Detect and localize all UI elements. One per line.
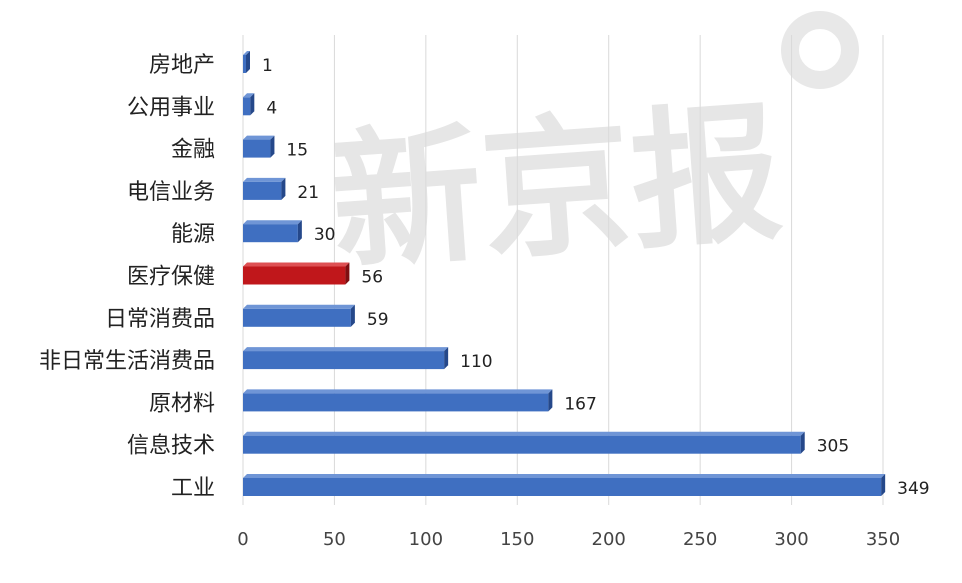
- bar-front-face: [243, 435, 801, 454]
- bar-front-face: [243, 97, 251, 116]
- x-tick-label: 350: [866, 529, 900, 550]
- value-label: 110: [460, 352, 492, 372]
- bar-end-face: [350, 304, 355, 327]
- bar-front-face: [243, 181, 282, 200]
- value-label: 56: [361, 268, 383, 288]
- value-labels: 1 4 15 21 30 56 59 110 167 305 349: [262, 56, 930, 499]
- bar-top-face: [243, 51, 250, 55]
- category-label: 金融: [171, 138, 215, 163]
- bar-end-face: [281, 177, 286, 200]
- bar-front-face: [243, 266, 346, 285]
- bar-end-face: [270, 135, 275, 158]
- category-label: 日常消费品: [105, 307, 215, 332]
- value-label: 1: [262, 56, 273, 76]
- category-labels: 房地产公用事业金融电信业务能源医疗保健日常消费品非日常生活消费品原材料信息技术工…: [39, 53, 215, 501]
- bar-top-face: [243, 431, 805, 436]
- bar-top-face: [243, 262, 350, 267]
- bar-8: [243, 389, 553, 412]
- bar-front-face: [243, 393, 549, 412]
- watermark-logo: 新京报: [326, 11, 859, 292]
- watermark-text: 新京报: [326, 87, 787, 292]
- value-label: 305: [817, 437, 849, 457]
- bar-top-face: [243, 220, 302, 225]
- bar-end-face: [800, 431, 805, 454]
- bar-10: [243, 474, 886, 496]
- bar-front-face: [243, 351, 445, 370]
- category-label: 工业: [171, 476, 215, 501]
- x-tick-label: 250: [683, 529, 717, 550]
- bar-top-face: [243, 474, 886, 478]
- value-label: 349: [897, 479, 929, 499]
- bar-end-face: [444, 347, 449, 370]
- bar-top-face: [243, 347, 449, 352]
- category-label: 公用事业: [127, 95, 215, 120]
- bar-9: [243, 431, 805, 454]
- bar-end-face: [345, 262, 350, 285]
- category-label: 信息技术: [127, 434, 215, 459]
- bar-front-face: [243, 478, 882, 496]
- x-tick-label: 300: [774, 529, 808, 550]
- bars: [243, 51, 886, 496]
- value-label: 4: [266, 98, 277, 118]
- category-label: 房地产: [149, 53, 215, 78]
- grid-lines: [242, 35, 884, 505]
- x-tick-labels: 0 50 100 150 200 250 300 350: [237, 529, 900, 550]
- bar-1: [243, 93, 255, 116]
- x-tick-label: 200: [592, 529, 626, 550]
- x-tick-label: 100: [409, 529, 443, 550]
- value-label: 30: [314, 225, 336, 245]
- bar-end-face: [250, 93, 255, 116]
- bar-front-face: [243, 55, 246, 73]
- bar-top-face: [243, 304, 355, 309]
- bar-0: [243, 51, 250, 73]
- bar-front-face: [243, 308, 351, 327]
- bar-4: [243, 220, 302, 243]
- value-label: 21: [297, 183, 319, 203]
- bar-top-face: [243, 93, 255, 98]
- bar-2: [243, 135, 275, 158]
- x-tick-label: 0: [237, 529, 248, 550]
- category-label: 能源: [171, 222, 215, 247]
- category-label: 电信业务: [127, 180, 215, 205]
- bar-end-face: [548, 389, 553, 412]
- bar-end-face: [881, 474, 886, 496]
- bar-front-face: [243, 224, 298, 243]
- bar-top-face: [243, 135, 275, 140]
- bar-top-face: [243, 177, 286, 182]
- bar-front-face: [243, 139, 271, 158]
- bar-5: [243, 262, 350, 285]
- bar-end-face: [297, 220, 302, 243]
- category-label: 医疗保健: [127, 265, 215, 290]
- bar-end-face: [246, 51, 250, 73]
- x-tick-label: 150: [500, 529, 534, 550]
- value-label: 59: [367, 310, 389, 330]
- bar-6: [243, 304, 355, 327]
- value-label: 167: [564, 394, 596, 414]
- watermark-swirl: [781, 11, 859, 89]
- x-tick-label: 50: [323, 529, 346, 550]
- category-label: 原材料: [149, 391, 215, 416]
- bar-3: [243, 177, 286, 200]
- value-label: 15: [286, 141, 308, 161]
- bar-7: [243, 347, 449, 370]
- category-label: 非日常生活消费品: [39, 349, 215, 374]
- bar-top-face: [243, 389, 553, 394]
